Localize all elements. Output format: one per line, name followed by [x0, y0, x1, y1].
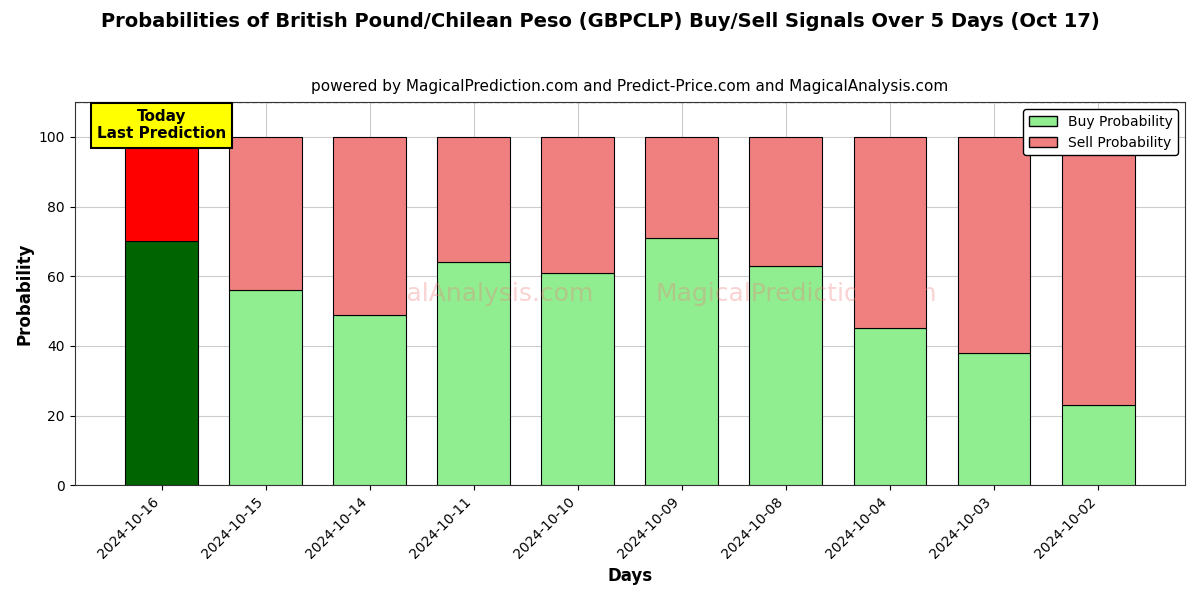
- Bar: [958, 353, 1031, 485]
- Bar: [437, 137, 510, 262]
- Bar: [125, 241, 198, 485]
- Bar: [334, 137, 406, 314]
- Bar: [1062, 405, 1134, 485]
- Bar: [750, 137, 822, 266]
- Bar: [646, 137, 719, 238]
- Bar: [1062, 137, 1134, 405]
- Text: Today
Last Prediction: Today Last Prediction: [97, 109, 226, 142]
- Bar: [229, 137, 302, 290]
- Bar: [437, 262, 510, 485]
- Text: MagicalAnalysis.com: MagicalAnalysis.com: [334, 281, 594, 305]
- Bar: [750, 266, 822, 485]
- Bar: [334, 314, 406, 485]
- Legend: Buy Probability, Sell Probability: Buy Probability, Sell Probability: [1024, 109, 1178, 155]
- Text: MagicalPrediction.com: MagicalPrediction.com: [655, 281, 937, 305]
- Bar: [646, 238, 719, 485]
- X-axis label: Days: Days: [607, 567, 653, 585]
- Bar: [853, 328, 926, 485]
- Bar: [125, 137, 198, 241]
- Bar: [541, 137, 614, 273]
- Title: powered by MagicalPrediction.com and Predict-Price.com and MagicalAnalysis.com: powered by MagicalPrediction.com and Pre…: [311, 79, 948, 94]
- Bar: [853, 137, 926, 328]
- Y-axis label: Probability: Probability: [16, 242, 34, 345]
- Bar: [229, 290, 302, 485]
- Bar: [958, 137, 1031, 353]
- Bar: [541, 273, 614, 485]
- Text: Probabilities of British Pound/Chilean Peso (GBPCLP) Buy/Sell Signals Over 5 Day: Probabilities of British Pound/Chilean P…: [101, 12, 1099, 31]
